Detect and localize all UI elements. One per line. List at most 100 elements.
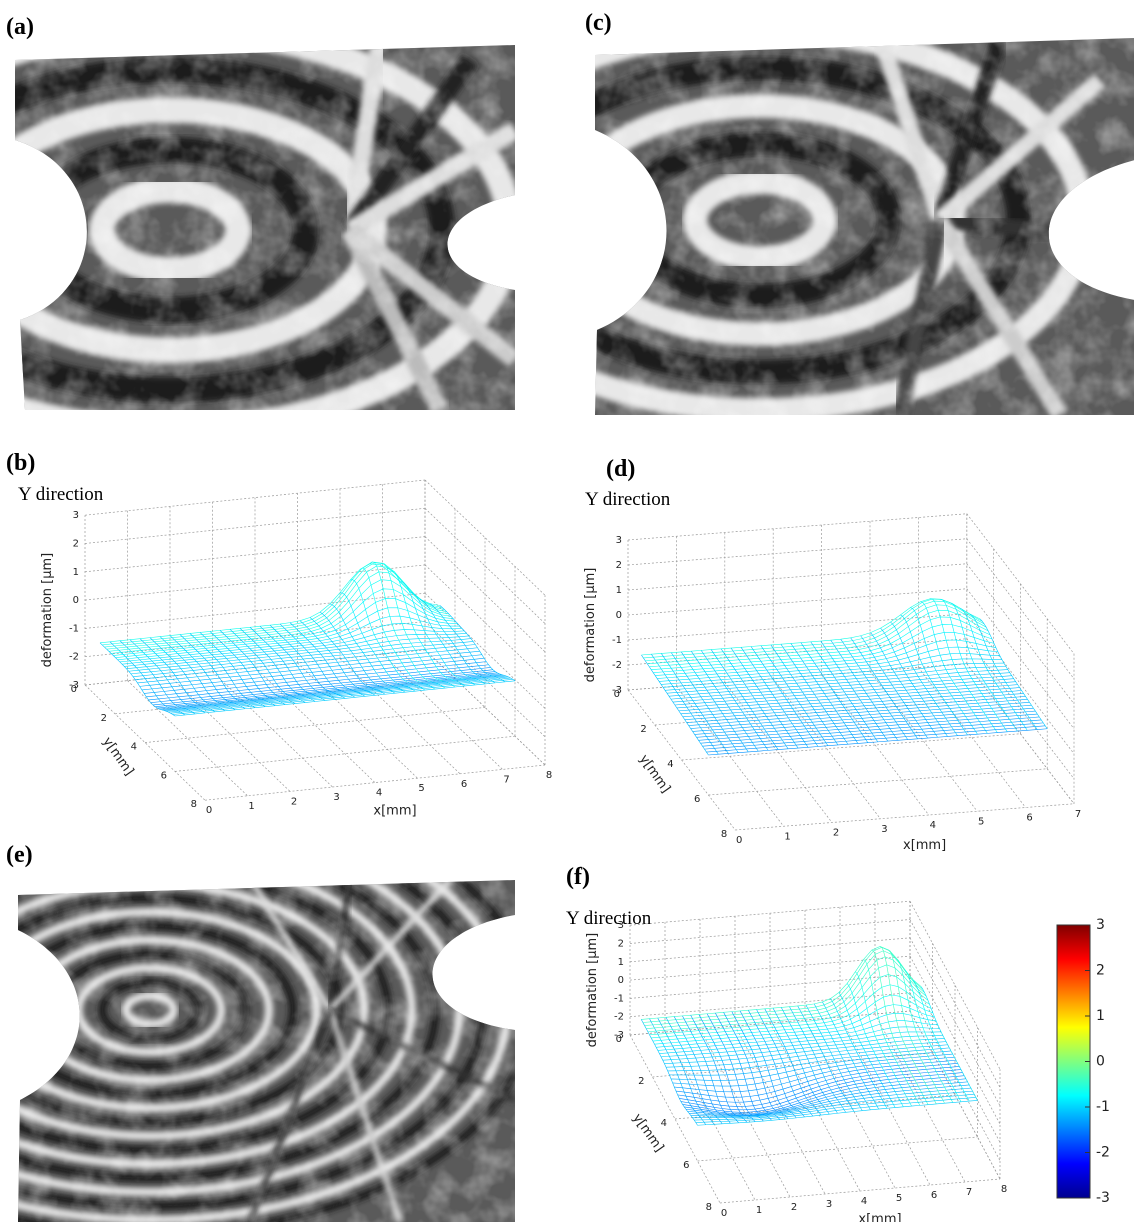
colorbar-tick-label: 2 — [1096, 963, 1105, 979]
fringe-image — [0, 30, 515, 430]
grid-line — [628, 539, 967, 565]
y-tick-label: 2 — [640, 724, 646, 735]
mesh-line — [821, 641, 888, 741]
colorbar-tick-label: -1 — [1096, 1099, 1110, 1115]
mesh-line — [811, 642, 878, 742]
x-tick-label: 2 — [791, 1202, 797, 1213]
panel-label: (e) — [6, 842, 33, 868]
mesh-line — [166, 676, 506, 711]
z-tick-label: -2 — [614, 1012, 624, 1023]
mesh-line — [390, 571, 465, 686]
grid-line — [128, 681, 248, 796]
x-tick-label: 1 — [756, 1205, 762, 1216]
y-tick-label: 6 — [161, 770, 167, 781]
fringe-noise — [595, 35, 1134, 417]
figure: (a) (c) (b) (d) (e) (f) Y direction Y di… — [0, 0, 1134, 1222]
x-tick-label: 3 — [881, 824, 887, 835]
grid-line — [698, 1137, 978, 1161]
mesh-line — [789, 1007, 845, 1113]
z-tick-label: -2 — [612, 660, 622, 671]
x-tick-label: 7 — [966, 1187, 972, 1198]
mesh-line — [655, 632, 994, 675]
z-tick-label: 3 — [618, 920, 624, 931]
y-tick-label: 8 — [721, 829, 727, 840]
x-tick-label: 5 — [896, 1193, 902, 1204]
plot-title: Y direction — [566, 908, 652, 929]
axis-label: deformation [µm] — [40, 553, 55, 668]
axis-label: x[mm] — [373, 804, 416, 819]
z-tick-label: 3 — [73, 510, 79, 521]
x-tick-label: 7 — [1075, 809, 1081, 820]
x-tick-label: 0 — [736, 835, 742, 846]
z-tick-label: 0 — [73, 595, 79, 606]
fringe-noise — [15, 40, 515, 412]
x-tick-label: 6 — [1026, 813, 1032, 824]
grid-line — [708, 769, 1047, 795]
mesh-line — [661, 653, 1000, 684]
z-tick-label: -2 — [69, 652, 79, 663]
colorbar-tick-label: 0 — [1096, 1054, 1105, 1070]
x-tick-label: 4 — [376, 788, 382, 799]
colorbar-tick-label: 1 — [1096, 1008, 1105, 1024]
x-tick-label: 1 — [784, 831, 790, 842]
panel-label: (b) — [6, 450, 35, 476]
mesh-line — [142, 655, 482, 690]
y-tick-label: 6 — [683, 1160, 689, 1171]
grid-line — [383, 654, 503, 769]
z-tick-label: 1 — [73, 567, 79, 578]
panel-label: (c) — [585, 10, 612, 36]
mesh-line — [841, 639, 908, 739]
x-tick-label: 0 — [721, 1208, 727, 1219]
axis-label: x[mm] — [903, 838, 946, 853]
colorbar-tick-label: 3 — [1096, 917, 1105, 933]
y-tick-label: 0 — [614, 689, 620, 700]
grid-line — [628, 514, 967, 540]
axis-label: deformation [µm] — [585, 933, 600, 1048]
mesh-line — [684, 1076, 964, 1114]
z-tick-label: 2 — [618, 939, 624, 950]
y-tick-label: 4 — [661, 1118, 667, 1129]
x-tick-label: 6 — [931, 1190, 937, 1201]
grid-line — [735, 804, 1074, 830]
mesh-line — [645, 951, 925, 1026]
mesh-line — [420, 599, 495, 683]
mesh-line — [175, 681, 515, 716]
x-tick-label: 2 — [833, 828, 839, 839]
x-tick-label: 4 — [861, 1196, 867, 1207]
grid-line — [255, 667, 375, 782]
grid-line — [628, 614, 967, 640]
grid-line — [910, 901, 1000, 1069]
y-tick-label: 0 — [71, 684, 77, 695]
y-tick-label: 8 — [706, 1202, 712, 1213]
z-tick-label: 0 — [616, 610, 622, 621]
x-tick-label: 5 — [978, 816, 984, 827]
fringe-noise — [18, 878, 515, 1222]
z-tick-label: 2 — [73, 539, 79, 550]
x-tick-label: 8 — [1001, 1184, 1007, 1195]
colorbar-tick-label: -2 — [1096, 1145, 1110, 1161]
x-tick-label: 4 — [930, 820, 936, 831]
z-tick-label: 0 — [618, 975, 624, 986]
z-tick-label: 2 — [616, 560, 622, 571]
y-tick-label: 6 — [694, 794, 700, 805]
mesh-plot: 3210-1-2-301234567802468deformation [µm]… — [585, 901, 1007, 1222]
z-tick-label: 3 — [616, 535, 622, 546]
panel-label: (f) — [566, 864, 590, 890]
panel-label: (a) — [6, 14, 34, 40]
x-tick-label: 2 — [291, 796, 297, 807]
grid-line — [628, 589, 967, 615]
y-tick-label: 2 — [638, 1076, 644, 1087]
mesh-line — [651, 985, 931, 1038]
mesh-plot: 3210-1-2-30123456702468deformation [µm]y… — [583, 514, 1081, 853]
grid-line — [628, 564, 967, 590]
y-tick-label: 0 — [616, 1034, 622, 1045]
grid-line — [840, 1017, 930, 1185]
z-tick-label: -1 — [614, 993, 624, 1004]
x-tick-label: 8 — [546, 770, 552, 781]
grid-line — [630, 920, 910, 944]
x-tick-label: 5 — [418, 783, 424, 794]
x-tick-label: 6 — [461, 779, 467, 790]
z-tick-label: 1 — [618, 957, 624, 968]
mesh-line — [649, 610, 988, 667]
fringe-image — [0, 786, 531, 1222]
